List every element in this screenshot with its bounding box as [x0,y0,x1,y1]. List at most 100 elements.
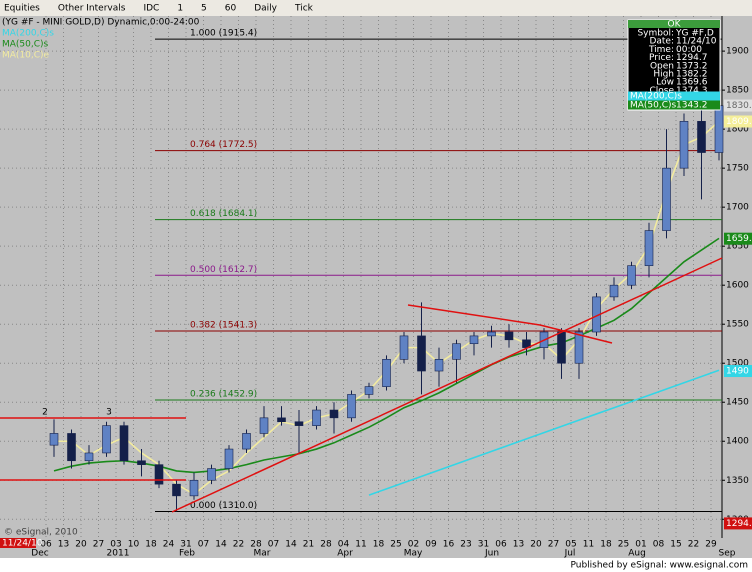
x-tick-label: 11 [583,540,594,550]
x-tick-label: 08 [653,540,665,550]
y-tick-label: 1550 [726,320,749,330]
candle-body [312,409,321,426]
x-tick-label: 18 [373,540,385,550]
candle-body [67,433,76,462]
candle-body [434,359,444,372]
data-row-value: 1373.2 [676,61,708,71]
month-label: Jun [484,549,499,559]
candle-body [399,335,409,360]
candle-body [189,479,199,497]
month-label: Feb [179,549,195,559]
month-label: Jul [564,549,576,559]
data-row-label: Low [656,78,674,88]
fib-label: 1.000 (1915.4) [190,29,257,39]
x-tick-label: 27 [548,540,559,550]
price-marker [724,99,752,112]
data-row-value: 1343.2 [676,101,708,111]
toolbar-button[interactable]: 1 [177,4,183,14]
data-window-header [628,20,720,28]
x-tick-label: 01 [635,540,646,550]
x-tick-label: 13 [513,540,524,550]
data-row-label: MA(50,C)s [630,101,677,111]
peak-label: 3 [106,408,112,418]
x-tick-label: 25 [618,540,629,550]
x-tick-label: 31 [478,540,489,550]
data-row-value: 00:00 [676,45,702,55]
legend-entry: MA(10,C)e [2,51,50,61]
x-tick-label: 28 [320,540,332,550]
candle-body [102,425,111,454]
month-label: 2011 [107,549,130,559]
candle-body [382,359,391,387]
x-tick-label: 05 [565,540,576,550]
x-tick-label: 07 [198,540,209,550]
toolbar [0,0,752,16]
y-tick-label: 1700 [726,203,749,213]
fib-label: 0.618 (1684.1) [190,209,257,219]
toolbar-button[interactable]: Other Intervals [58,4,126,14]
fib-label: 0.500 (1612.7) [190,265,257,275]
legend-entry: MA(200,C)s [2,29,54,39]
x-tick-label: 03 [110,540,121,550]
data-row-label: MA(200,C)s [630,92,682,102]
x-tick-label: 22 [688,540,699,550]
data-row-label: Price: [649,53,674,63]
candle-body [277,417,286,423]
data-row-label: Open [650,61,674,71]
candle-body [487,331,496,337]
price-marker-label: 1294.7 [726,519,752,529]
candle-body [574,331,584,364]
month-label: May [404,549,423,559]
copyright: © eSignal, 2010 [4,528,78,538]
toolbar-button[interactable]: 60 [225,4,237,14]
y-tick-label: 1500 [726,359,749,369]
fib-label: 0.764 (1772.5) [190,140,257,150]
x-tick-label: 31 [180,540,191,550]
x-tick-label: 25 [390,540,401,550]
toolbar-button[interactable]: Equities [4,4,40,14]
toolbar-button[interactable]: Daily [254,4,277,14]
candle-body [662,167,671,231]
toolbar-button[interactable]: 5 [201,4,207,14]
candle-body [137,460,146,465]
x-tick-label: 06 [40,540,52,550]
x-tick-label: 16 [443,540,455,550]
candle-body [294,421,304,426]
candle-body [364,386,374,395]
toolbar-button[interactable]: Tick [294,4,314,14]
x-tick-label: 20 [530,540,542,550]
candle-body [347,394,356,419]
x-tick-label: 11 [355,540,366,550]
data-ma-row [628,91,720,101]
data-row-label: Symbol: [637,29,674,39]
x-tick-label: 07 [268,540,279,550]
candle-body [119,425,129,462]
price-marker-label: 1659.6 [726,234,752,244]
candle-body [714,105,724,153]
x-tick-label: 27 [93,540,104,550]
data-row-value: 1294.7 [676,53,708,63]
footer-text: Published by eSignal: www.esignal.com [570,561,748,571]
y-tick-label: 1900 [726,47,749,57]
x-tick-label: 20 [75,540,87,550]
x-tick-label: 14 [215,540,227,550]
toolbar-button[interactable]: IDC [143,4,159,14]
y-tick-label: 1600 [726,281,749,291]
x-tick-label: 02 [408,540,419,550]
candle-body [84,452,94,462]
x-tick-label: 24 [163,540,175,550]
candle-body [504,331,514,341]
candle-body [697,121,706,153]
data-row-label: Close [649,86,674,96]
price-marker-label: 1490 [726,367,749,377]
candle-body [557,331,566,364]
price-marker [724,232,752,245]
trendline [171,257,723,513]
month-label: Apr [337,549,353,559]
data-row-value: YG #F,D [675,29,714,39]
x-tick-label: 23 [460,540,471,550]
candle-body [172,483,181,497]
x-tick-label: 13 [58,540,69,550]
x-tick-label: 10 [128,540,140,550]
